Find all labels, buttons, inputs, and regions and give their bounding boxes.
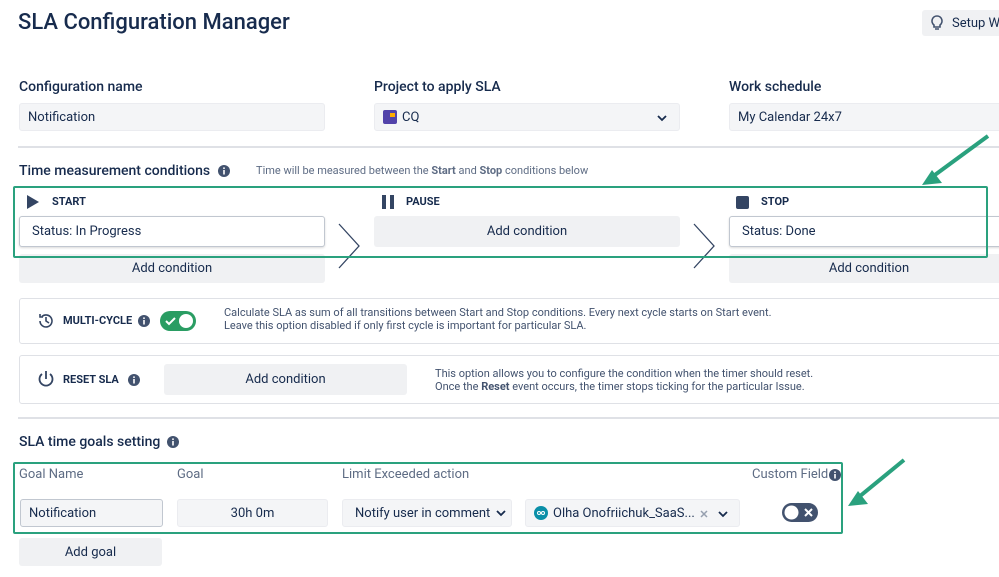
history-icon <box>39 314 53 328</box>
chevron-separator <box>693 223 715 269</box>
section-title: Time measurement conditions <box>19 163 211 179</box>
highlight-box <box>13 462 843 534</box>
column-header: Goal <box>177 467 204 482</box>
info-icon <box>128 374 140 386</box>
info-icon <box>218 165 230 177</box>
column-header: Custom Field <box>752 467 829 482</box>
highlight-box <box>13 186 988 258</box>
user-select[interactable]: Olha Onofriichuk_SaaS... <box>525 499 740 527</box>
add-goal-button[interactable]: Add goal <box>19 538 162 566</box>
action-select[interactable]: Notify user in comment <box>342 499 512 527</box>
pause-icon <box>382 195 394 209</box>
setup-button[interactable]: Setup Wi <box>922 10 999 36</box>
setup-label: Setup Wi <box>952 15 999 31</box>
button-label: Add goal <box>64 544 117 560</box>
description-bold: Reset <box>481 380 510 393</box>
description-text: Once the <box>435 380 482 393</box>
select-value: My Calendar 24x7 <box>738 109 842 125</box>
field-label: Project to apply SLA <box>374 79 501 95</box>
condition-chip[interactable]: Status: Done <box>729 216 999 247</box>
toggle-off[interactable] <box>782 503 818 522</box>
description-text: event occurs, the timer stops ticking fo… <box>509 380 805 393</box>
condition-text: Status: Done <box>742 224 816 239</box>
name-input[interactable]: Notification <box>19 103 325 131</box>
project-select[interactable]: CQ <box>374 103 680 131</box>
select-value: CQ <box>402 109 420 125</box>
multi-cycle-panel <box>19 298 999 344</box>
schedule-select[interactable]: My Calendar 24x7 <box>729 103 999 131</box>
input-value: Notification <box>29 505 97 521</box>
select-value: Notify user in comment <box>355 505 491 521</box>
column-header: Limit Exceeded action <box>342 467 470 482</box>
column-label: STOP <box>761 195 790 208</box>
hint-bold: Stop <box>479 164 503 177</box>
select-value: Olha Onofriichuk_SaaS... <box>553 505 695 521</box>
section-title: SLA time goals setting <box>19 434 161 450</box>
field-label: Work schedule <box>729 79 822 95</box>
info-icon <box>829 469 841 481</box>
condition-chip[interactable]: Status: In Progress <box>19 216 325 247</box>
power-icon <box>38 371 54 387</box>
section-hint: Time will be measured between the Start … <box>256 164 588 177</box>
button-label: Add condition <box>486 224 568 239</box>
column-header: Goal Name <box>19 467 84 482</box>
hint-text: and <box>455 164 480 177</box>
clear-icon[interactable] <box>699 509 709 519</box>
avatar <box>534 506 548 520</box>
button-label: Add condition <box>131 261 213 276</box>
option-description: This option allows you to configure the … <box>435 367 813 393</box>
bulb-icon <box>931 15 943 30</box>
goal-input[interactable]: 30h 0m <box>177 499 328 527</box>
divider <box>18 146 999 148</box>
hint-text: conditions below <box>502 164 589 177</box>
column-label: START <box>52 195 86 208</box>
option-label: MULTI-CYCLE <box>63 314 133 327</box>
button-label: Add condition <box>245 372 326 387</box>
description-line: Once the Reset event occurs, the timer s… <box>435 380 813 393</box>
option-description: Calculate SLA as sum of all transitions … <box>224 306 772 332</box>
hint-bold: Start <box>431 164 456 177</box>
chevron <box>496 510 506 517</box>
input-value: 30h 0m <box>230 505 275 521</box>
hint-text: Time will be measured between the <box>256 164 432 177</box>
add-condition-button[interactable]: Add condition <box>374 216 680 247</box>
info-icon <box>138 315 150 327</box>
chevron <box>718 511 728 518</box>
option-label: RESET SLA <box>63 373 119 386</box>
page-title: SLA Configuration Manager <box>18 10 290 35</box>
chevron <box>657 115 667 122</box>
goal-name-input[interactable]: Notification <box>20 499 163 527</box>
add-condition-button[interactable]: Add condition <box>164 364 407 395</box>
info-icon <box>167 436 179 448</box>
annotation-arrow <box>922 134 990 185</box>
project-icon <box>383 110 397 124</box>
add-condition-button[interactable]: Add condition <box>729 254 999 283</box>
description-line: Calculate SLA as sum of all transitions … <box>224 306 772 319</box>
play-icon <box>27 195 39 209</box>
condition-text: Status: In Progress <box>32 224 142 239</box>
annotation-arrow <box>848 458 906 506</box>
chevron-separator <box>338 223 360 269</box>
add-condition-button[interactable]: Add condition <box>19 254 325 283</box>
reset-panel <box>19 355 999 404</box>
stop-icon <box>736 196 749 209</box>
divider <box>18 417 999 419</box>
button-label: Add condition <box>828 261 910 276</box>
input-value: Notification <box>28 109 96 125</box>
column-label: PAUSE <box>406 195 440 208</box>
description-line: Leave this option disabled if only first… <box>224 319 587 332</box>
toggle-on[interactable] <box>160 311 196 331</box>
description-line: This option allows you to configure the … <box>435 367 814 380</box>
field-label: Configuration name <box>19 79 143 95</box>
